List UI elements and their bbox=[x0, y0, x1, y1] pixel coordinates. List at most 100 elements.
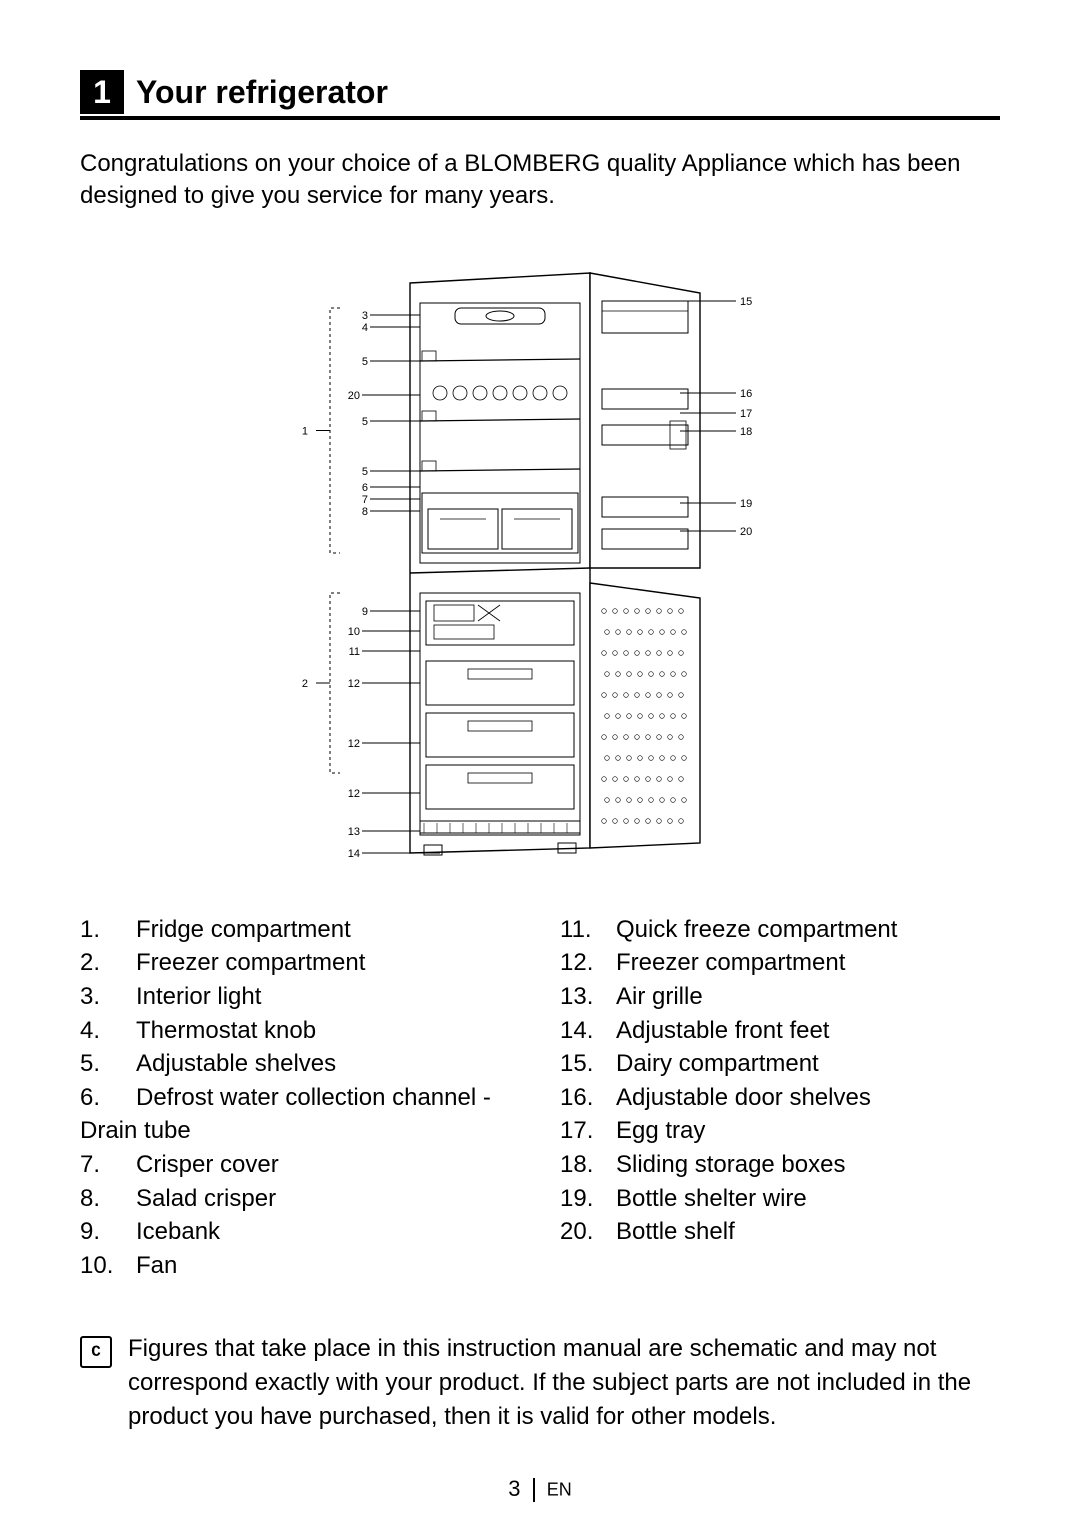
legend-item-number: 11. bbox=[560, 913, 616, 947]
svg-text:20: 20 bbox=[740, 526, 752, 538]
svg-text:1: 1 bbox=[302, 425, 308, 437]
diagram-container: 123452055678910111212121314151617181920 bbox=[80, 253, 1000, 873]
legend-item: 4.Thermostat knob bbox=[80, 1014, 520, 1048]
section-number-box: 1 bbox=[80, 70, 124, 114]
info-icon-label: C bbox=[91, 1341, 101, 1363]
legend-item-text: Dairy compartment bbox=[616, 1047, 819, 1081]
legend-item-number: 9. bbox=[80, 1215, 136, 1249]
legend-item-text: Bottle shelf bbox=[616, 1215, 735, 1249]
legend-item-number: 7. bbox=[80, 1148, 136, 1182]
legend-item-number: 14. bbox=[560, 1014, 616, 1048]
legend-item-number: 17. bbox=[560, 1114, 616, 1148]
legend-item-text: Quick freeze compartment bbox=[616, 913, 897, 947]
legend-item: 19.Bottle shelter wire bbox=[560, 1182, 1000, 1216]
legend-item-number: 18. bbox=[560, 1148, 616, 1182]
legend-column-left: 1.Fridge compartment2.Freezer compartmen… bbox=[80, 913, 520, 1283]
svg-text:2: 2 bbox=[302, 678, 308, 690]
legend-item: 18.Sliding storage boxes bbox=[560, 1148, 1000, 1182]
legend-item: 16.Adjustable door shelves bbox=[560, 1081, 1000, 1115]
svg-text:12: 12 bbox=[348, 678, 360, 690]
page-number: 3 bbox=[508, 1476, 520, 1501]
note-text: Figures that take place in this instruct… bbox=[128, 1332, 1000, 1433]
footer-separator bbox=[533, 1478, 535, 1502]
legend-item: 8.Salad crisper bbox=[80, 1182, 520, 1216]
legend-item: 15.Dairy compartment bbox=[560, 1047, 1000, 1081]
legend-item: 9.Icebank bbox=[80, 1215, 520, 1249]
legend-item-text: Air grille bbox=[616, 980, 703, 1014]
section-number: 1 bbox=[93, 74, 111, 111]
svg-text:12: 12 bbox=[348, 738, 360, 750]
svg-text:20: 20 bbox=[348, 390, 360, 402]
intro-text: Congratulations on your choice of a BLOM… bbox=[80, 148, 1000, 213]
legend-item: 20.Bottle shelf bbox=[560, 1215, 1000, 1249]
svg-text:14: 14 bbox=[348, 848, 360, 860]
legend-item-continuation: Drain tube bbox=[80, 1114, 520, 1148]
legend-item-number: 16. bbox=[560, 1081, 616, 1115]
legend-column-right: 11.Quick freeze compartment12.Freezer co… bbox=[560, 913, 1000, 1283]
svg-text:8: 8 bbox=[362, 506, 368, 518]
legend-item: 3.Interior light bbox=[80, 980, 520, 1014]
svg-text:5: 5 bbox=[362, 416, 368, 428]
legend-item: 2.Freezer compartment bbox=[80, 946, 520, 980]
legend-item-number: 8. bbox=[80, 1182, 136, 1216]
legend-item-text: Salad crisper bbox=[136, 1182, 276, 1216]
legend-item: 12.Freezer compartment bbox=[560, 946, 1000, 980]
svg-text:18: 18 bbox=[740, 426, 752, 438]
legend-item: 5.Adjustable shelves bbox=[80, 1047, 520, 1081]
legend-item-number: 1. bbox=[80, 913, 136, 947]
svg-text:3: 3 bbox=[362, 310, 368, 322]
info-icon: C bbox=[80, 1336, 112, 1368]
manual-page: 1 Your refrigerator Congratulations on y… bbox=[0, 0, 1080, 1532]
legend-item-text: Icebank bbox=[136, 1215, 220, 1249]
legend-item-text: Egg tray bbox=[616, 1114, 705, 1148]
section-title: Your refrigerator bbox=[136, 74, 388, 111]
footer-language: EN bbox=[547, 1480, 572, 1500]
svg-text:7: 7 bbox=[362, 494, 368, 506]
legend-item-number: 13. bbox=[560, 980, 616, 1014]
section-header: 1 Your refrigerator bbox=[80, 70, 1000, 120]
legend-item: 11.Quick freeze compartment bbox=[560, 913, 1000, 947]
legend-item-number: 15. bbox=[560, 1047, 616, 1081]
legend-item-text: Interior light bbox=[136, 980, 261, 1014]
legend-item-text: Freezer compartment bbox=[616, 946, 845, 980]
legend-item-number: 4. bbox=[80, 1014, 136, 1048]
refrigerator-diagram: 123452055678910111212121314151617181920 bbox=[290, 253, 790, 873]
svg-text:13: 13 bbox=[348, 826, 360, 838]
legend-item-text: Adjustable shelves bbox=[136, 1047, 336, 1081]
legend-item: 13.Air grille bbox=[560, 980, 1000, 1014]
legend-item-text: Sliding storage boxes bbox=[616, 1148, 845, 1182]
legend-item-text: Defrost water collection channel - bbox=[136, 1081, 491, 1115]
legend-item-text: Adjustable front feet bbox=[616, 1014, 829, 1048]
svg-text:9: 9 bbox=[362, 606, 368, 618]
legend-item-text: Crisper cover bbox=[136, 1148, 279, 1182]
legend-item: 10.Fan bbox=[80, 1249, 520, 1283]
legend-item: 6.Defrost water collection channel - bbox=[80, 1081, 520, 1115]
legend-item: 14.Adjustable front feet bbox=[560, 1014, 1000, 1048]
svg-text:17: 17 bbox=[740, 408, 752, 420]
legend-item-number: 6. bbox=[80, 1081, 136, 1115]
legend-item-text: Fan bbox=[136, 1249, 177, 1283]
svg-text:12: 12 bbox=[348, 788, 360, 800]
svg-text:11: 11 bbox=[349, 646, 360, 658]
legend-item-number: 3. bbox=[80, 980, 136, 1014]
legend-item-text: Freezer compartment bbox=[136, 946, 365, 980]
note: C Figures that take place in this instru… bbox=[80, 1332, 1000, 1433]
svg-text:19: 19 bbox=[740, 498, 752, 510]
svg-text:16: 16 bbox=[740, 388, 752, 400]
legend-item-number: 12. bbox=[560, 946, 616, 980]
legend-item-number: 19. bbox=[560, 1182, 616, 1216]
legend-item-text: Adjustable door shelves bbox=[616, 1081, 871, 1115]
legend-item-number: 20. bbox=[560, 1215, 616, 1249]
page-footer: 3 EN bbox=[0, 1476, 1080, 1502]
legend-item: 7.Crisper cover bbox=[80, 1148, 520, 1182]
legend-item-text: Thermostat knob bbox=[136, 1014, 316, 1048]
svg-text:5: 5 bbox=[362, 356, 368, 368]
svg-text:4: 4 bbox=[362, 322, 368, 334]
svg-text:15: 15 bbox=[740, 296, 752, 308]
legend-item-text: Bottle shelter wire bbox=[616, 1182, 807, 1216]
legend-item: 1.Fridge compartment bbox=[80, 913, 520, 947]
svg-text:5: 5 bbox=[362, 466, 368, 478]
svg-text:10: 10 bbox=[348, 626, 360, 638]
legend-item-number: 2. bbox=[80, 946, 136, 980]
legend-item-number: 5. bbox=[80, 1047, 136, 1081]
